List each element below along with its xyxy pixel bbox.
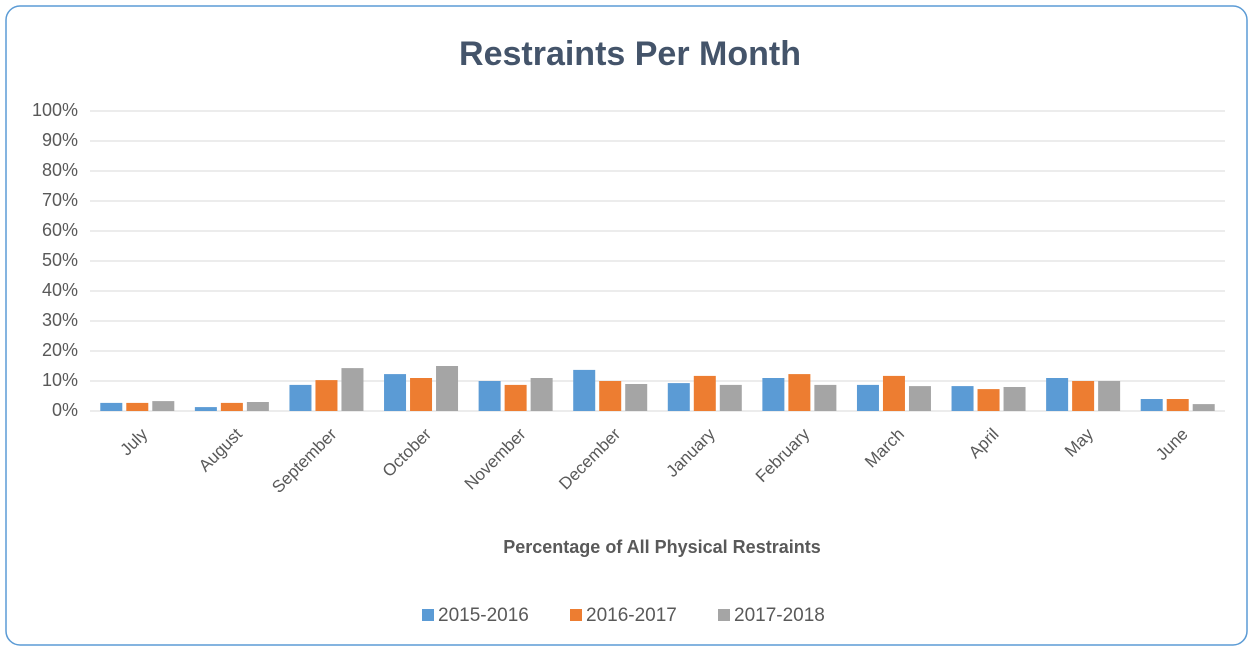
y-tick-label: 0% xyxy=(52,400,78,420)
bar xyxy=(856,384,879,411)
y-tick-label: 90% xyxy=(42,130,78,150)
bar xyxy=(100,402,123,411)
bar xyxy=(1003,387,1026,411)
legend-swatch xyxy=(570,609,582,621)
y-tick-label: 100% xyxy=(32,100,78,120)
bar xyxy=(814,384,837,411)
bar xyxy=(530,378,553,411)
legend-label: 2017-2018 xyxy=(734,605,825,626)
bar xyxy=(1046,378,1069,411)
legend-label: 2015-2016 xyxy=(438,605,529,626)
y-tick-label: 70% xyxy=(42,190,78,210)
bar xyxy=(1098,381,1121,411)
legend-label: 2016-2017 xyxy=(586,605,677,626)
bar xyxy=(762,378,785,411)
bar xyxy=(410,378,433,411)
bar xyxy=(573,369,596,411)
bar xyxy=(667,383,690,411)
bar xyxy=(341,368,364,411)
bar xyxy=(1072,381,1095,411)
y-tick-label: 10% xyxy=(42,370,78,390)
bar xyxy=(246,402,269,411)
bar xyxy=(152,401,175,411)
bar xyxy=(693,375,716,411)
bar xyxy=(126,402,149,411)
legend-swatch xyxy=(718,609,730,621)
y-tick-label: 30% xyxy=(42,310,78,330)
bar xyxy=(719,384,742,411)
chart-border xyxy=(5,5,1248,646)
bar xyxy=(289,384,312,411)
bar xyxy=(908,386,931,411)
bar xyxy=(315,380,338,411)
y-tick-label: 20% xyxy=(42,340,78,360)
bar xyxy=(220,402,243,411)
y-tick-label: 50% xyxy=(42,250,78,270)
bar xyxy=(504,384,527,411)
bar xyxy=(436,366,459,411)
chart-title: Restraints Per Month xyxy=(459,35,801,73)
bar xyxy=(384,374,407,411)
bar xyxy=(1166,399,1189,411)
bar xyxy=(788,374,811,411)
bar xyxy=(951,386,974,411)
y-tick-label: 60% xyxy=(42,220,78,240)
bar xyxy=(599,381,622,411)
x-axis-title: Percentage of All Physical Restraints xyxy=(503,537,820,557)
bar xyxy=(1192,404,1215,411)
bar xyxy=(625,384,648,411)
bar xyxy=(882,375,905,411)
legend-swatch xyxy=(422,609,434,621)
bar xyxy=(1140,399,1163,411)
bar xyxy=(194,407,217,411)
y-tick-label: 40% xyxy=(42,280,78,300)
y-tick-label: 80% xyxy=(42,160,78,180)
bar xyxy=(977,389,1000,411)
bar xyxy=(478,381,501,411)
